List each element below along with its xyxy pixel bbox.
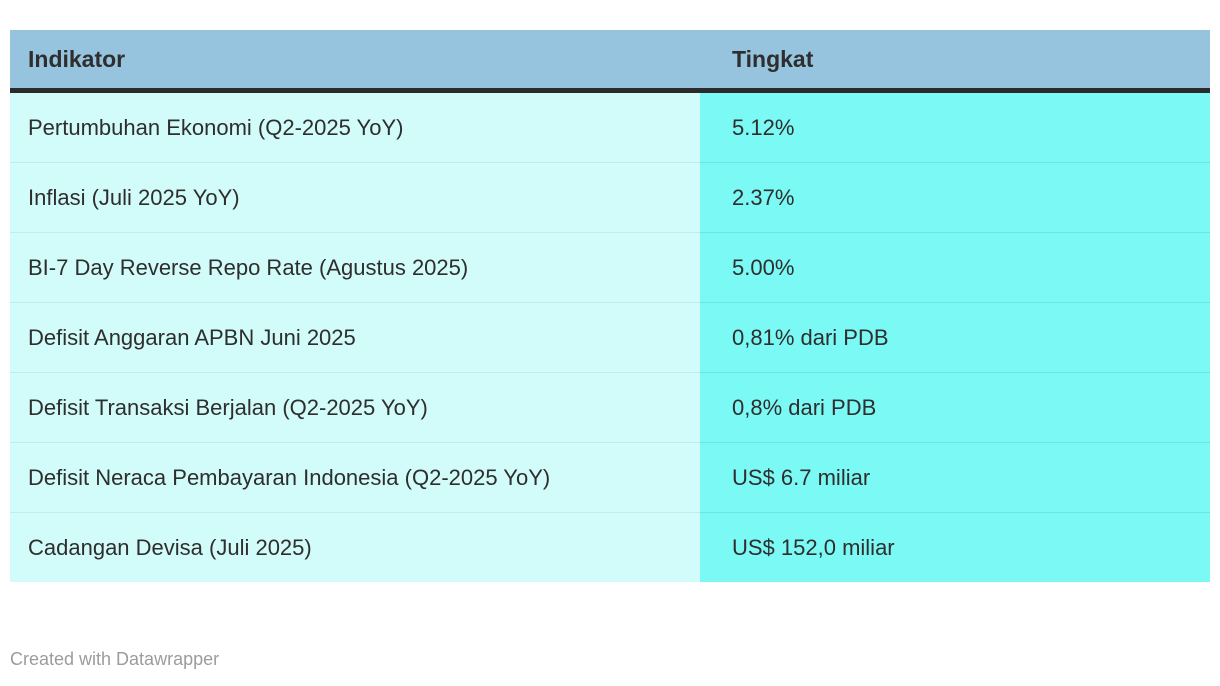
cell-tingkat: 2.37%	[700, 162, 1210, 233]
cell-indikator: Inflasi (Juli 2025 YoY)	[10, 162, 700, 233]
table-row: Defisit Neraca Pembayaran Indonesia (Q2-…	[10, 442, 1210, 513]
cell-indikator: Defisit Anggaran APBN Juni 2025	[10, 302, 700, 373]
table-row: Inflasi (Juli 2025 YoY) 2.37%	[10, 162, 1210, 233]
cell-indikator: Cadangan Devisa (Juli 2025)	[10, 512, 700, 582]
cell-tingkat: 5.12%	[700, 90, 1210, 163]
cell-tingkat: 0,81% dari PDB	[700, 302, 1210, 373]
table-row: BI-7 Day Reverse Repo Rate (Agustus 2025…	[10, 232, 1210, 303]
table-row: Pertumbuhan Ekonomi (Q2-2025 YoY) 5.12%	[10, 90, 1210, 163]
attribution-text: Created with Datawrapper	[10, 649, 220, 669]
table-row: Cadangan Devisa (Juli 2025) US$ 152,0 mil…	[10, 512, 1210, 582]
table-row: Defisit Anggaran APBN Juni 2025 0,81% dar…	[10, 302, 1210, 373]
column-header-indikator: Indikator	[10, 30, 700, 93]
indicators-table-container: Indikator Tingkat Pertumbuhan Ekonomi (Q…	[10, 30, 1210, 582]
cell-indikator: Pertumbuhan Ekonomi (Q2-2025 YoY)	[10, 90, 700, 163]
indicators-table: Indikator Tingkat Pertumbuhan Ekonomi (Q…	[10, 30, 1210, 582]
table-row: Defisit Transaksi Berjalan (Q2-2025 YoY)…	[10, 372, 1210, 443]
cell-indikator: Defisit Transaksi Berjalan (Q2-2025 YoY)	[10, 372, 700, 443]
cell-tingkat: US$ 152,0 miliar	[700, 512, 1210, 582]
cell-indikator: BI-7 Day Reverse Repo Rate (Agustus 2025…	[10, 232, 700, 303]
cell-indikator: Defisit Neraca Pembayaran Indonesia (Q2-…	[10, 442, 700, 513]
table-header: Indikator Tingkat	[10, 30, 1210, 93]
header-row: Indikator Tingkat	[10, 30, 1210, 93]
table-body: Pertumbuhan Ekonomi (Q2-2025 YoY) 5.12% In…	[10, 90, 1210, 582]
cell-tingkat: US$ 6.7 miliar	[700, 442, 1210, 513]
cell-tingkat: 5.00%	[700, 232, 1210, 303]
cell-tingkat: 0,8% dari PDB	[700, 372, 1210, 443]
column-header-tingkat: Tingkat	[700, 30, 1210, 93]
